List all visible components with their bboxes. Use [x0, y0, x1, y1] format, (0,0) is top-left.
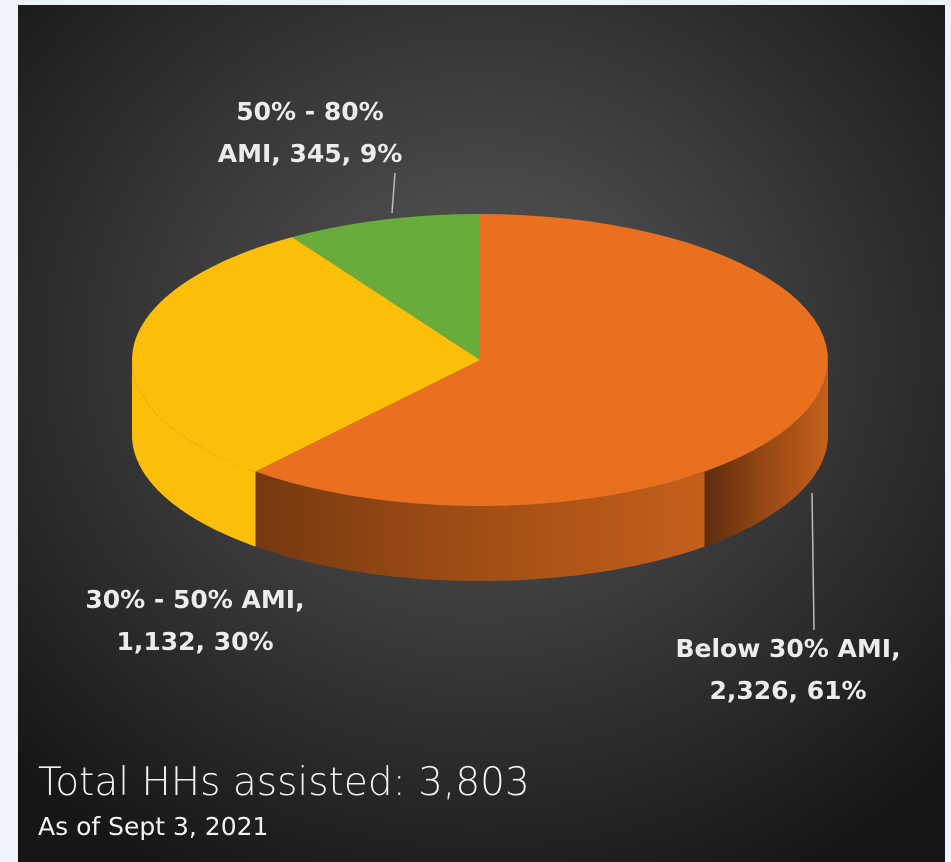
data-label: 30% - 50% AMI, — [85, 585, 304, 614]
subtitle: As of Sept 3, 2021 — [38, 812, 268, 841]
title: Total HHs assisted: 3,803 — [38, 760, 530, 805]
pie-side-shade — [704, 360, 828, 547]
data-label: 1,132, 30% — [116, 627, 273, 656]
data-label: AMI, 345, 9% — [218, 139, 403, 168]
pie-side-shade — [132, 360, 705, 581]
pie-slice — [132, 237, 480, 472]
chart: Total HHs assisted: 3,803 As of Sept 3, … — [18, 5, 945, 862]
chart-card: Total HHs assisted: 3,803 As of Sept 3, … — [18, 5, 945, 862]
data-label: Below 30% AMI, — [675, 634, 900, 663]
pie-side — [132, 360, 256, 547]
leader-line — [811, 492, 815, 631]
leader-line — [391, 172, 396, 214]
pie-slice — [292, 214, 480, 360]
data-label: 50% - 80% — [236, 97, 383, 126]
pie — [132, 214, 828, 581]
data-label: 2,326, 61% — [709, 676, 866, 705]
pie-slice — [255, 214, 828, 506]
